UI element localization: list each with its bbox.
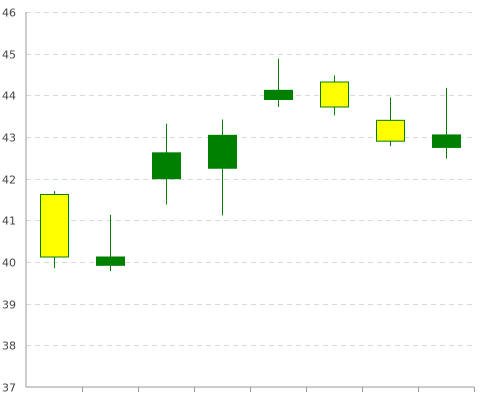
- gridlines: [26, 12, 474, 346]
- candle: [96, 214, 125, 272]
- candle-body-down: [96, 256, 125, 266]
- candle-body-down: [264, 89, 293, 101]
- candle: [40, 191, 69, 269]
- y-axis-ticks: 37 38 39 40 41 42 43 44 45 46: [2, 7, 16, 395]
- candle: [264, 58, 293, 107]
- candle: [152, 123, 181, 205]
- y-tick-label: 37: [2, 382, 16, 395]
- y-tick-label: 41: [2, 215, 16, 228]
- y-tick-label: 42: [2, 174, 16, 187]
- y-tick-label: 39: [2, 299, 16, 312]
- candle-body-up: [320, 81, 349, 108]
- x-axis-ticks: [82, 387, 475, 392]
- candle-body-up: [376, 119, 405, 142]
- y-tick-label: 40: [2, 257, 16, 270]
- candle-body-down: [208, 134, 237, 169]
- y-tick-label: 46: [2, 7, 16, 20]
- y-tick-label: 38: [2, 340, 16, 353]
- candle-body-down: [152, 152, 181, 180]
- candle: [432, 87, 461, 159]
- candle-body-up: [40, 194, 69, 258]
- y-tick-label: 44: [2, 90, 16, 103]
- candle: [376, 97, 405, 147]
- candle: [208, 119, 237, 216]
- candle-body-down: [432, 134, 461, 148]
- y-tick-label: 45: [2, 49, 16, 62]
- candle: [320, 75, 349, 116]
- axes: [25, 12, 474, 388]
- y-tick-label: 43: [2, 132, 16, 145]
- candles: [40, 58, 461, 272]
